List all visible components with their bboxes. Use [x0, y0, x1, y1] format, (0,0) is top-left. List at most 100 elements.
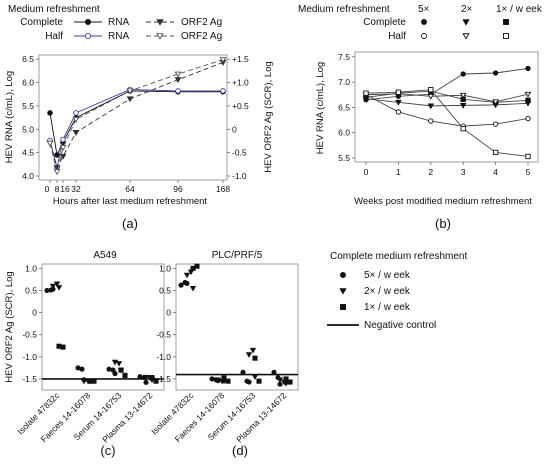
panel-c-data-point [79, 366, 85, 372]
panel-b-data-point [428, 87, 434, 93]
panel-a-ytick-label: 5.0 [22, 124, 34, 134]
panel-b: Medium refreshment 5× 2× 1× / w eek Comp… [298, 4, 543, 231]
panel-a-frame [38, 54, 228, 181]
panel-d-frame [175, 263, 299, 391]
panel-d-data-point [225, 378, 231, 384]
panel-a-ytick-label: 6.5 [22, 54, 34, 64]
panel-a-legend-marker [156, 19, 164, 26]
panel-c-ytick-label: 0 [32, 308, 37, 318]
panel-a-legend-rna-complete: RNA [108, 17, 129, 28]
panel-c-data-point [55, 285, 63, 291]
panel-c-ylabel: HEV ORF2 Ag (SCR), Log [4, 271, 15, 382]
panel-a-data-point [46, 140, 54, 147]
panel-c-data-point [60, 344, 66, 350]
panel-b-legend-title: Medium refreshment [298, 4, 390, 15]
panel-c-data-point [91, 378, 97, 384]
panel-d-data-point [183, 272, 191, 279]
panel-d-ytick-label: 0.5 [159, 286, 171, 296]
panel-b-series-line [365, 94, 529, 127]
panel-a-xtick-label: 16 [60, 184, 70, 194]
panel-b-xtick-label: 3 [461, 167, 466, 177]
panel-d-data-point [251, 374, 259, 380]
panel-b-legend-markers [421, 19, 509, 40]
panel-a-data-point [59, 144, 67, 151]
panel-b-xlabel: Weeks post modified medium refreshment [354, 196, 532, 207]
panel-b-ytick-label: 5.5 [338, 153, 350, 163]
panel-b-series-line [365, 98, 529, 107]
panel-a-data-point [54, 152, 60, 158]
panel-d-data-point [283, 376, 289, 382]
panel-c-ytick-label: -1.5 [22, 374, 37, 384]
panel-b-legend-marker [462, 19, 470, 26]
panel-d-data-point [249, 347, 257, 354]
legend-cd-item-1x: 1× / w eek [364, 302, 411, 313]
panel-b-series-line [365, 67, 529, 101]
panel-a-data-point [174, 77, 182, 84]
panel-d-ytick-label: -1.0 [156, 352, 171, 362]
panel-d-title: PLC/PRF/5 [212, 250, 263, 261]
panel-b-ylabel: HEV RNA (c/mL), Log [315, 62, 326, 154]
panel-b-legend-marker [462, 33, 470, 40]
panel-b-xtick-label: 5 [526, 167, 531, 177]
panel-a-y2tick-label: -0.5 [232, 148, 247, 158]
legend-cd-item-negative-control: Negative control [364, 320, 436, 331]
panel-a-data-point [59, 153, 67, 160]
panel-b-legend-col-5x: 5× [418, 4, 430, 15]
panel-d-ytick-label: -0.5 [156, 330, 171, 340]
panel-c-data-point [137, 374, 143, 380]
panel-b-data-point [427, 93, 435, 100]
panel-a-legend-title: Medium refreshment [8, 4, 100, 15]
panel-c-data-point [49, 283, 57, 290]
legend-cd-item-5x: 5× / w eek [364, 270, 411, 281]
panel-a-legend-ag-half: ORF2 Ag [181, 31, 222, 42]
panel-a-legend-row-half: Half [45, 31, 63, 42]
panel-b-ytick-label: 6.0 [338, 128, 350, 138]
panel-b-legend-marker [421, 19, 427, 25]
panel-b-frame [354, 51, 539, 163]
panel-b-xtick-label: 4 [493, 167, 498, 177]
panel-b-data-point [492, 99, 499, 106]
panel-a-ytick-label: 4.0 [22, 171, 34, 181]
panel-a-data-point [174, 71, 182, 78]
panel-d-ytick-label: 1.0 [159, 263, 171, 273]
panel-d-ytick-label: 0 [166, 308, 171, 318]
panel-c-title: A549 [93, 250, 117, 261]
panel-a-ytick-label: 4.5 [22, 148, 34, 158]
panel-a-data-point [60, 136, 66, 143]
panel-b-letter: (b) [435, 216, 451, 231]
panel-a-legend-marker [84, 32, 92, 40]
panel-a-xtick-label: 96 [173, 184, 183, 194]
panel-b-ytick-label: 7.0 [338, 77, 350, 87]
panel-a-legend-row-complete: Complete [20, 17, 63, 28]
panel-b-data-point [460, 71, 466, 77]
panel-a-y2label: HEV ORF2 Ag (SCR), Log [263, 61, 274, 172]
panel-b-data-point [525, 65, 531, 72]
panel-b-data-point [492, 121, 499, 127]
panel-a-xtick-label: 0 [45, 184, 50, 194]
panel-c-letter: (c) [100, 443, 115, 458]
panel-c-data-point [112, 371, 118, 377]
panel-b-legend-marker [503, 19, 509, 25]
panel-b-data-point [525, 115, 531, 122]
panel-a-data-point [175, 88, 181, 94]
panel-a-data-point [220, 88, 226, 94]
panel-d-data-point [287, 379, 293, 385]
panel-a-plot: 0 8 16 32 64 96 1684.04.55.05.56.06.5-1.0-0.50… [22, 54, 249, 194]
panel-d-data-point [246, 379, 252, 385]
panel-c-data-point [80, 378, 88, 385]
panel-a-ytick-label: 5.5 [22, 101, 34, 111]
panel-b-data-point [395, 99, 402, 106]
panel-d-data-point [209, 376, 215, 382]
panel-a-data-point [126, 88, 134, 95]
panel-d-data-point [245, 352, 253, 358]
panel-a-series-line [49, 89, 223, 168]
panel-b-data-point [428, 118, 434, 124]
panel-b-legend-row-complete: Complete [363, 17, 406, 28]
panel-d-data-point [256, 378, 262, 384]
panel-a-xtick-label: 8 [55, 184, 60, 194]
